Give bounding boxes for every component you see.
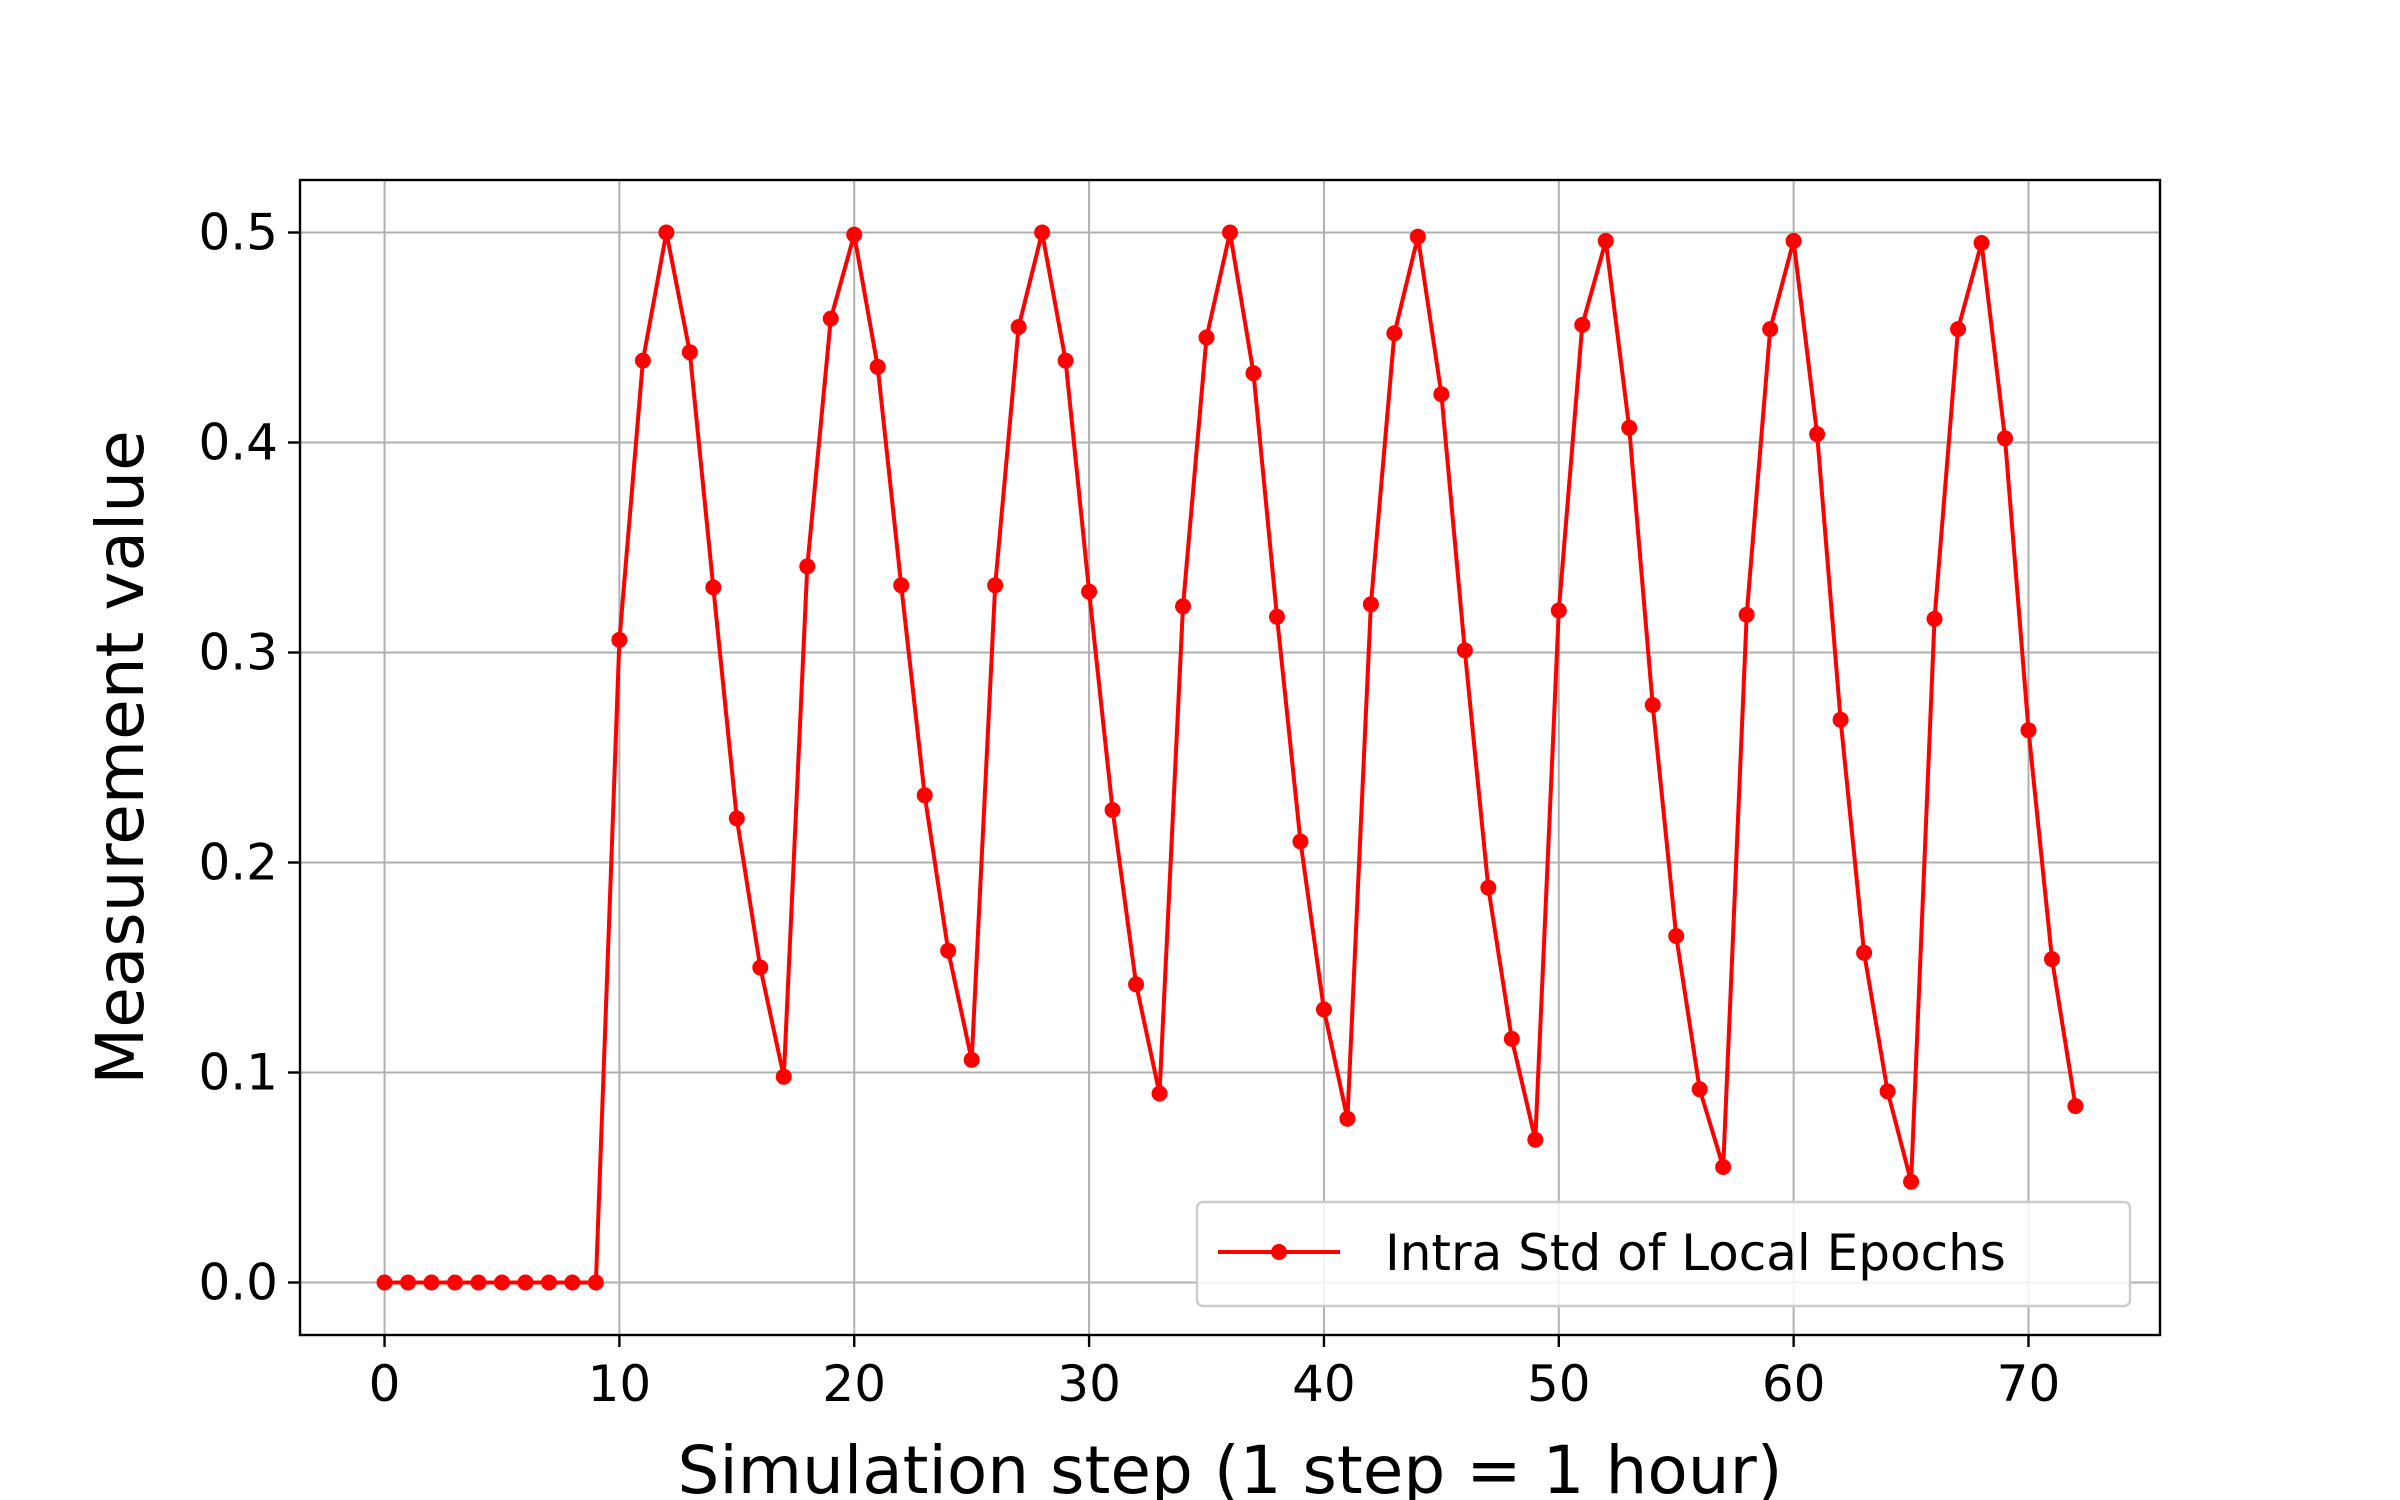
x-tick-label: 40 <box>1292 1355 1356 1413</box>
data-point <box>1856 944 1873 961</box>
data-point <box>822 310 839 327</box>
y-tick-label: 0.4 <box>198 414 278 472</box>
data-point <box>1081 583 1098 600</box>
plot-area-frame <box>298 178 2162 1337</box>
data-point <box>1691 1081 1708 1098</box>
data-point <box>470 1274 487 1291</box>
y-tick-label: 0.5 <box>198 204 278 262</box>
data-point <box>893 577 910 594</box>
series-layer <box>376 224 2084 1291</box>
data-point <box>1315 1001 1332 1018</box>
data-point <box>634 352 651 369</box>
data-point <box>1456 642 1473 659</box>
data-point <box>2043 951 2060 968</box>
data-point <box>2020 722 2037 739</box>
data-point <box>752 959 769 976</box>
data-point <box>1621 419 1638 436</box>
data-point <box>1879 1083 1896 1100</box>
data-point <box>1809 426 1826 443</box>
y-tick-label: 0.2 <box>198 834 278 892</box>
data-point <box>846 226 863 243</box>
data-point <box>728 810 745 827</box>
data-point <box>1997 430 2013 447</box>
axis-ticks: 0 10 20 30 40 50 60 70 0.0 0.1 0.2 0.3 0.4 0.5 <box>198 204 2060 1414</box>
data-point <box>447 1274 463 1291</box>
data-point <box>1926 610 1943 627</box>
data-point <box>987 577 1004 594</box>
data-point <box>611 631 628 648</box>
data-point <box>1245 365 1262 382</box>
data-point <box>1738 606 1755 623</box>
data-point <box>1762 321 1779 338</box>
legend-marker-swatch <box>1271 1244 1287 1260</box>
data-point <box>1292 833 1309 850</box>
series-line <box>384 230 2078 1285</box>
data-point <box>564 1274 581 1291</box>
legend-entry-label: Intra Std of Local Epochs <box>1385 1224 2006 1282</box>
data-point <box>1503 1030 1520 1047</box>
data-point <box>916 787 933 804</box>
data-point <box>1973 235 1990 251</box>
data-point <box>1903 1173 1920 1190</box>
data-point <box>1480 879 1497 896</box>
grid-lines <box>300 180 2160 1335</box>
data-point <box>1057 352 1074 369</box>
data-point <box>1527 1131 1544 1148</box>
data-point <box>940 942 957 959</box>
data-point <box>1785 232 1802 249</box>
y-tick-label: 0.0 <box>198 1254 278 1312</box>
data-point <box>963 1051 980 1068</box>
data-point <box>1409 228 1426 245</box>
data-point <box>1597 232 1614 249</box>
data-point <box>705 579 722 596</box>
x-axis-label: Simulation step (1 step = 1 hour) <box>678 1432 1783 1500</box>
data-point <box>1832 711 1849 728</box>
data-point <box>400 1274 417 1291</box>
data-point <box>1715 1159 1732 1175</box>
data-point <box>376 1274 393 1291</box>
data-point <box>658 224 675 241</box>
data-point <box>1644 697 1661 713</box>
data-point <box>1222 224 1238 241</box>
data-point <box>869 358 886 375</box>
x-tick-label: 30 <box>1057 1355 1121 1413</box>
data-point <box>1950 321 1967 338</box>
data-point <box>1550 602 1567 619</box>
x-tick-label: 10 <box>588 1355 652 1413</box>
data-point <box>1198 329 1215 346</box>
x-tick-label: 70 <box>1997 1355 2061 1413</box>
data-point <box>1386 325 1403 342</box>
data-point <box>681 344 698 361</box>
y-tick-label: 0.3 <box>198 624 278 682</box>
x-tick-label: 0 <box>369 1355 401 1413</box>
data-point <box>423 1274 440 1291</box>
data-point <box>1668 928 1685 944</box>
data-point <box>1433 386 1450 403</box>
legend: Intra Std of Local Epochs <box>1195 1200 2132 1308</box>
data-point <box>1574 316 1591 333</box>
data-point <box>775 1068 792 1085</box>
x-tick-label: 60 <box>1762 1355 1826 1413</box>
data-point <box>517 1274 534 1291</box>
x-tick-label: 50 <box>1527 1355 1591 1413</box>
data-point <box>493 1274 510 1291</box>
data-point <box>1151 1085 1168 1102</box>
data-point <box>1034 224 1051 241</box>
data-point <box>1128 976 1145 993</box>
data-point <box>1175 598 1192 615</box>
data-point <box>1268 608 1285 625</box>
x-tick-label: 20 <box>822 1355 886 1413</box>
y-axis-label: Measurement value <box>82 430 159 1084</box>
y-tick-label: 0.1 <box>198 1044 278 1102</box>
data-point <box>2067 1098 2084 1115</box>
data-point <box>1104 802 1121 818</box>
data-point <box>799 558 816 575</box>
data-point <box>1339 1110 1356 1127</box>
data-point <box>1010 319 1027 335</box>
data-point <box>1362 596 1379 613</box>
data-point <box>587 1274 604 1291</box>
legend-box <box>1195 1200 2132 1308</box>
data-point <box>540 1274 557 1291</box>
